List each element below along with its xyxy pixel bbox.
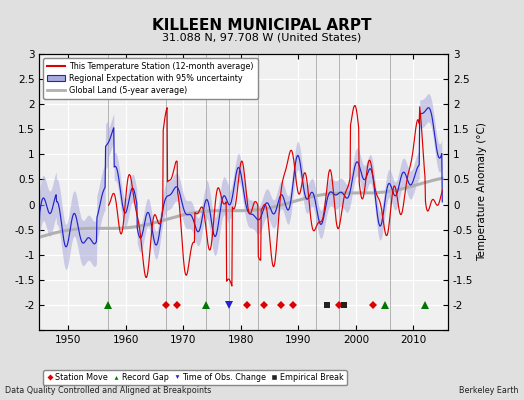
Text: Data Quality Controlled and Aligned at Breakpoints: Data Quality Controlled and Aligned at B…	[5, 386, 212, 395]
Legend: Station Move, Record Gap, Time of Obs. Change, Empirical Break: Station Move, Record Gap, Time of Obs. C…	[43, 370, 347, 385]
Text: KILLEEN MUNICIPAL ARPT: KILLEEN MUNICIPAL ARPT	[152, 18, 372, 33]
Text: 31.088 N, 97.708 W (United States): 31.088 N, 97.708 W (United States)	[162, 32, 362, 42]
Y-axis label: Temperature Anomaly (°C): Temperature Anomaly (°C)	[477, 122, 487, 262]
Text: Berkeley Earth: Berkeley Earth	[460, 386, 519, 395]
